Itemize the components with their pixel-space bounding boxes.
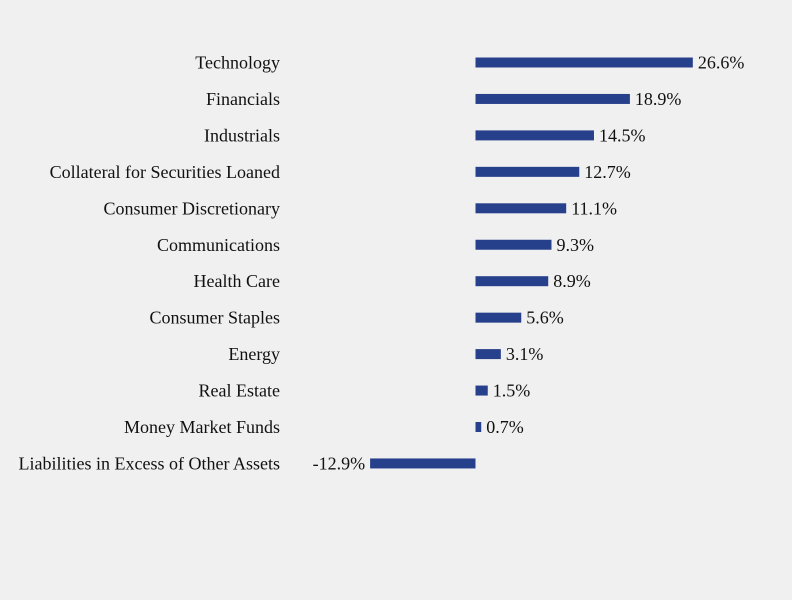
category-label-collateral-for-securities-loaned: Collateral for Securities Loaned bbox=[50, 162, 280, 182]
value-label-liabilities-in-excess-of-other-assets: -12.9% bbox=[313, 453, 366, 473]
value-label-energy: 3.1% bbox=[506, 344, 543, 364]
bar-communications bbox=[475, 239, 552, 250]
value-label-consumer-staples: 5.6% bbox=[526, 308, 564, 328]
value-label-technology: 26.6% bbox=[698, 53, 745, 73]
value-label-real-estate: 1.5% bbox=[493, 381, 531, 401]
bar-industrials bbox=[475, 130, 594, 141]
category-label-real-estate: Real Estate bbox=[199, 381, 280, 401]
value-label-financials: 18.9% bbox=[635, 89, 682, 109]
bar-money-market-funds bbox=[475, 422, 482, 432]
bar-financials bbox=[475, 93, 630, 104]
bar-liabilities-in-excess-of-other-assets bbox=[370, 458, 476, 469]
bar-consumer-staples bbox=[475, 312, 522, 323]
bar-collateral-for-securities-loaned bbox=[475, 166, 580, 177]
bar-technology bbox=[475, 57, 693, 68]
value-label-health-care: 8.9% bbox=[553, 271, 591, 291]
category-label-industrials: Industrials bbox=[204, 125, 280, 145]
bars bbox=[370, 57, 693, 469]
category-label-communications: Communications bbox=[157, 235, 280, 255]
category-label-liabilities-in-excess-of-other-assets: Liabilities in Excess of Other Assets bbox=[19, 453, 280, 473]
category-label-consumer-staples: Consumer Staples bbox=[150, 308, 281, 328]
category-labels: Technology Financials Industrials Collatera… bbox=[19, 53, 280, 474]
value-label-consumer-discretionary: 11.1% bbox=[571, 198, 617, 218]
category-label-money-market-funds: Money Market Funds bbox=[124, 417, 280, 437]
value-label-collateral-for-securities-loaned: 12.7% bbox=[584, 162, 631, 182]
bar-energy bbox=[475, 349, 501, 360]
bar-real-estate bbox=[475, 385, 488, 396]
category-label-financials: Financials bbox=[206, 89, 280, 109]
category-label-energy: Energy bbox=[228, 344, 280, 364]
value-label-money-market-funds: 0.7% bbox=[486, 417, 523, 437]
value-label-communications: 9.3% bbox=[556, 235, 594, 255]
bar-consumer-discretionary bbox=[475, 203, 567, 214]
category-label-consumer-discretionary: Consumer Discretionary bbox=[104, 198, 280, 218]
value-labels: 26.6% 18.9% 14.5% 12.7% 11.1% 9.3% 8.9% 5.6% 3.1… bbox=[313, 53, 745, 474]
value-label-industrials: 14.5% bbox=[599, 125, 646, 145]
category-label-technology: Technology bbox=[195, 53, 280, 73]
category-label-health-care: Health Care bbox=[194, 271, 280, 291]
bar-health-care bbox=[475, 276, 549, 287]
